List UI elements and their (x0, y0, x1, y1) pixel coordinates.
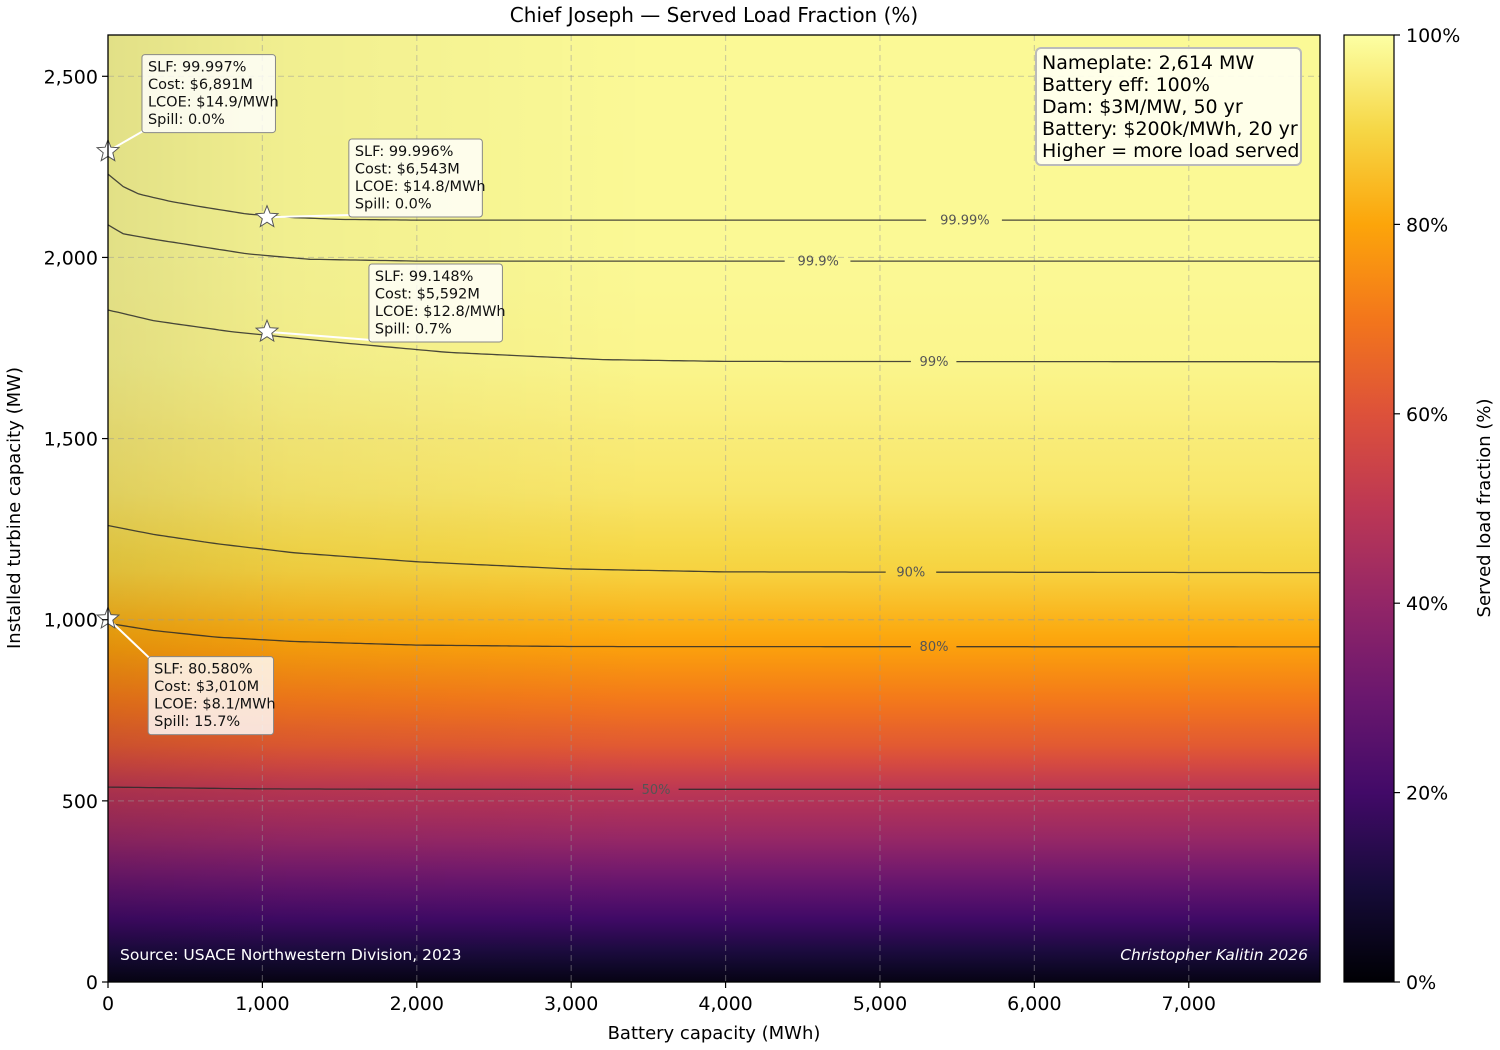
annotation-line: LCOE: $14.9/MWh (148, 95, 279, 111)
annotation-box (368, 263, 503, 343)
info-box-frame (1035, 47, 1302, 166)
x-tick-label: 5,000 (853, 993, 907, 1015)
annotation-line: LCOE: $14.8/MWh (355, 179, 486, 195)
contour-label: 99% (920, 355, 949, 370)
annotation-box (147, 656, 275, 736)
annotation-line: Cost: $6,891M (148, 77, 253, 93)
info-dam-cost: Dam: $3M/MW, 50 yr (1042, 96, 1243, 118)
contour-label: 50% (642, 783, 671, 798)
optimal-point-annotation: SLF: 99.148%Cost: $5,592M LCOE: $12.8/MWh… (254, 263, 506, 343)
plot-frame (107, 34, 1321, 983)
annotation-leader (107, 617, 151, 660)
heatmap-shading (108, 35, 1320, 982)
info-battery-cost: Battery: $200k/MWh, 20 yr (1042, 118, 1298, 140)
annotation-line: SLF: 99.997% (148, 60, 247, 76)
credit-note: Christopher Kalitin 2026 (1120, 946, 1308, 964)
annotation-line: SLF: 80.580% (154, 662, 253, 678)
x-tick-label: 3,000 (544, 993, 598, 1015)
colorbar-tick-label: 0% (1406, 972, 1436, 994)
y-tick-label: 2,500 (44, 66, 98, 88)
optimal-point-annotation: SLF: 99.996%Cost: $6,543M LCOE: $14.8/MWh… (254, 138, 486, 228)
y-tick-label: 2,000 (44, 247, 98, 269)
x-tick-label: 0 (102, 993, 114, 1015)
info-battery-eff: Battery eff: 100% (1042, 74, 1210, 96)
annotation-line: Cost: $6,543M (355, 161, 460, 177)
colorbar-tick-label: 60% (1406, 404, 1448, 426)
contour-line (107, 309, 911, 363)
contour-line (107, 524, 886, 573)
contour-lines: 50% 80% 90% 99% 99.9% 99.99% (107, 173, 1320, 798)
colorbar-tick-label: 20% (1406, 783, 1448, 805)
x-tick-label: 2,000 (390, 993, 444, 1015)
annotation-line: SLF: 99.996% (355, 144, 454, 160)
colorbar-ticks: 0% 20% 40% 60% 80% 100% (1394, 25, 1460, 994)
x-tick-label: 6,000 (1007, 993, 1061, 1015)
annotation-leader (266, 213, 351, 219)
info-box: Nameplate: 2,614 MW Battery eff: 100% Da… (1035, 47, 1302, 166)
annotation-line: Spill: 0.0% (148, 112, 225, 128)
info-nameplate: Nameplate: 2,614 MW (1042, 52, 1254, 74)
contour-line (107, 224, 785, 262)
contour-line (107, 622, 911, 648)
x-axis-title: Battery capacity (MWh) (608, 1023, 821, 1044)
y-axis: 0 500 1,000 1,500 2,000 2,500 (44, 66, 108, 994)
y-tick-label: 500 (62, 791, 98, 813)
annotation-line: Spill: 15.7% (154, 714, 240, 730)
colorbar-title: Served load fraction (%) (1474, 399, 1495, 618)
optimal-star-icon (254, 318, 280, 343)
annotation-line: Spill: 0.7% (375, 321, 452, 337)
optimal-star-icon (254, 204, 280, 228)
annotation-line: Cost: $3,010M (154, 679, 259, 695)
x-tick-label: 4,000 (698, 993, 752, 1015)
contour-label: 80% (920, 640, 949, 655)
annotation-line: SLF: 99.148% (375, 269, 474, 285)
y-axis-title: Installed turbine capacity (MW) (4, 367, 25, 649)
colorbar-tick-label: 100% (1406, 25, 1460, 47)
chart-title: Chief Joseph — Served Load Fraction (%) (510, 3, 918, 27)
colorbar-gradient (1343, 34, 1395, 983)
plot-area: 50%80%90%99%99.9%99.99% SLF: 99.997%Cost… (95, 34, 1321, 983)
annotation-line: Spill: 0.0% (355, 196, 432, 212)
contour-line (107, 173, 927, 221)
colorbar-tick-label: 40% (1406, 593, 1448, 615)
contour-label: 90% (896, 566, 925, 581)
y-tick-label: 0 (86, 972, 98, 994)
x-axis: 0 1,000 2,000 3,000 4,000 5,000 6,000 7,000 (102, 982, 1216, 1015)
colorbar: 0% 20% 40% 60% 80% 100% Served load fraction … (1343, 25, 1495, 994)
annotation-line: LCOE: $12.8/MWh (375, 304, 506, 320)
annotation-leader (266, 330, 372, 341)
contour-label: 99.99% (940, 214, 990, 229)
optimal-point-annotation: SLF: 80.580%Cost: $3,010M LCOE: $8.1/MWhS… (95, 605, 276, 736)
contour-label: 99.9% (798, 255, 839, 270)
annotation-line: LCOE: $8.1/MWh (154, 697, 275, 713)
annotation-line: Cost: $5,592M (375, 286, 480, 302)
y-tick-label: 1,500 (44, 429, 98, 451)
source-note: Source: USACE Northwestern Division, 202… (120, 946, 462, 964)
x-tick-label: 7,000 (1162, 993, 1216, 1015)
x-tick-label: 1,000 (235, 993, 289, 1015)
annotation-box (348, 138, 483, 218)
annotation-box (141, 54, 276, 134)
info-note: Higher = more load served (1042, 140, 1299, 162)
optimal-point-annotation: SLF: 99.997%Cost: $6,891M LCOE: $14.9/MWh… (95, 54, 279, 162)
contour-line (107, 786, 634, 790)
optimal-annotations: SLF: 99.997%Cost: $6,891M LCOE: $14.9/MWh… (95, 54, 506, 736)
colorbar-tick-label: 80% (1406, 214, 1448, 236)
y-tick-label: 1,000 (44, 610, 98, 632)
